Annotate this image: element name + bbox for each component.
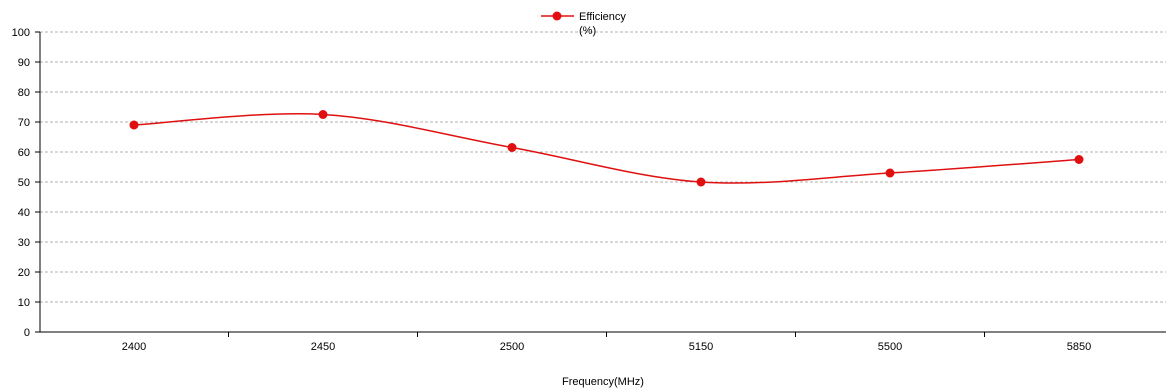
data-point-marker	[129, 120, 139, 130]
legend-label-line-2: (%)	[579, 25, 596, 37]
data-point-marker	[1074, 155, 1084, 164]
data-point-marker	[885, 168, 895, 178]
x-tick-label: 2400	[122, 341, 146, 353]
y-tick-label: 40	[18, 207, 30, 219]
x-tick-label: 5850	[1067, 341, 1091, 353]
y-tick-label: 10	[18, 297, 30, 309]
y-tick-label: 30	[18, 237, 30, 249]
y-tick-labels: 0 10 20 30 40 50 60 70 80 90 100	[12, 27, 40, 339]
y-tick-label: 0	[24, 327, 30, 339]
legend: Efficiency (%)	[541, 11, 626, 37]
legend-label-line-1: Efficiency	[579, 11, 626, 23]
legend-marker-swatch	[552, 11, 562, 21]
y-tick-label: 50	[18, 177, 30, 189]
grid-layer	[40, 31, 1166, 303]
y-tick-label: 20	[18, 267, 30, 279]
series-line	[133, 113, 1080, 184]
y-tick-label: 60	[18, 147, 30, 159]
x-tick-label: 5150	[689, 341, 713, 353]
data-point-marker	[696, 177, 706, 187]
x-tick-label: 2500	[500, 341, 524, 353]
y-tick-label: 80	[18, 87, 30, 99]
x-axis-label: Frequency(MHz)	[562, 376, 644, 388]
x-tick-label: 2450	[311, 341, 335, 353]
y-tick-label: 70	[18, 117, 30, 129]
y-tick-label: 100	[12, 27, 30, 39]
x-tick-label: 5500	[878, 341, 902, 353]
x-tick-labels: 2400 2450 2500 5150 5500 5850	[122, 332, 1091, 353]
y-tick-label: 90	[18, 57, 30, 69]
data-point-marker	[318, 110, 328, 119]
series-layer	[129, 110, 1084, 187]
data-point-marker	[507, 143, 517, 152]
